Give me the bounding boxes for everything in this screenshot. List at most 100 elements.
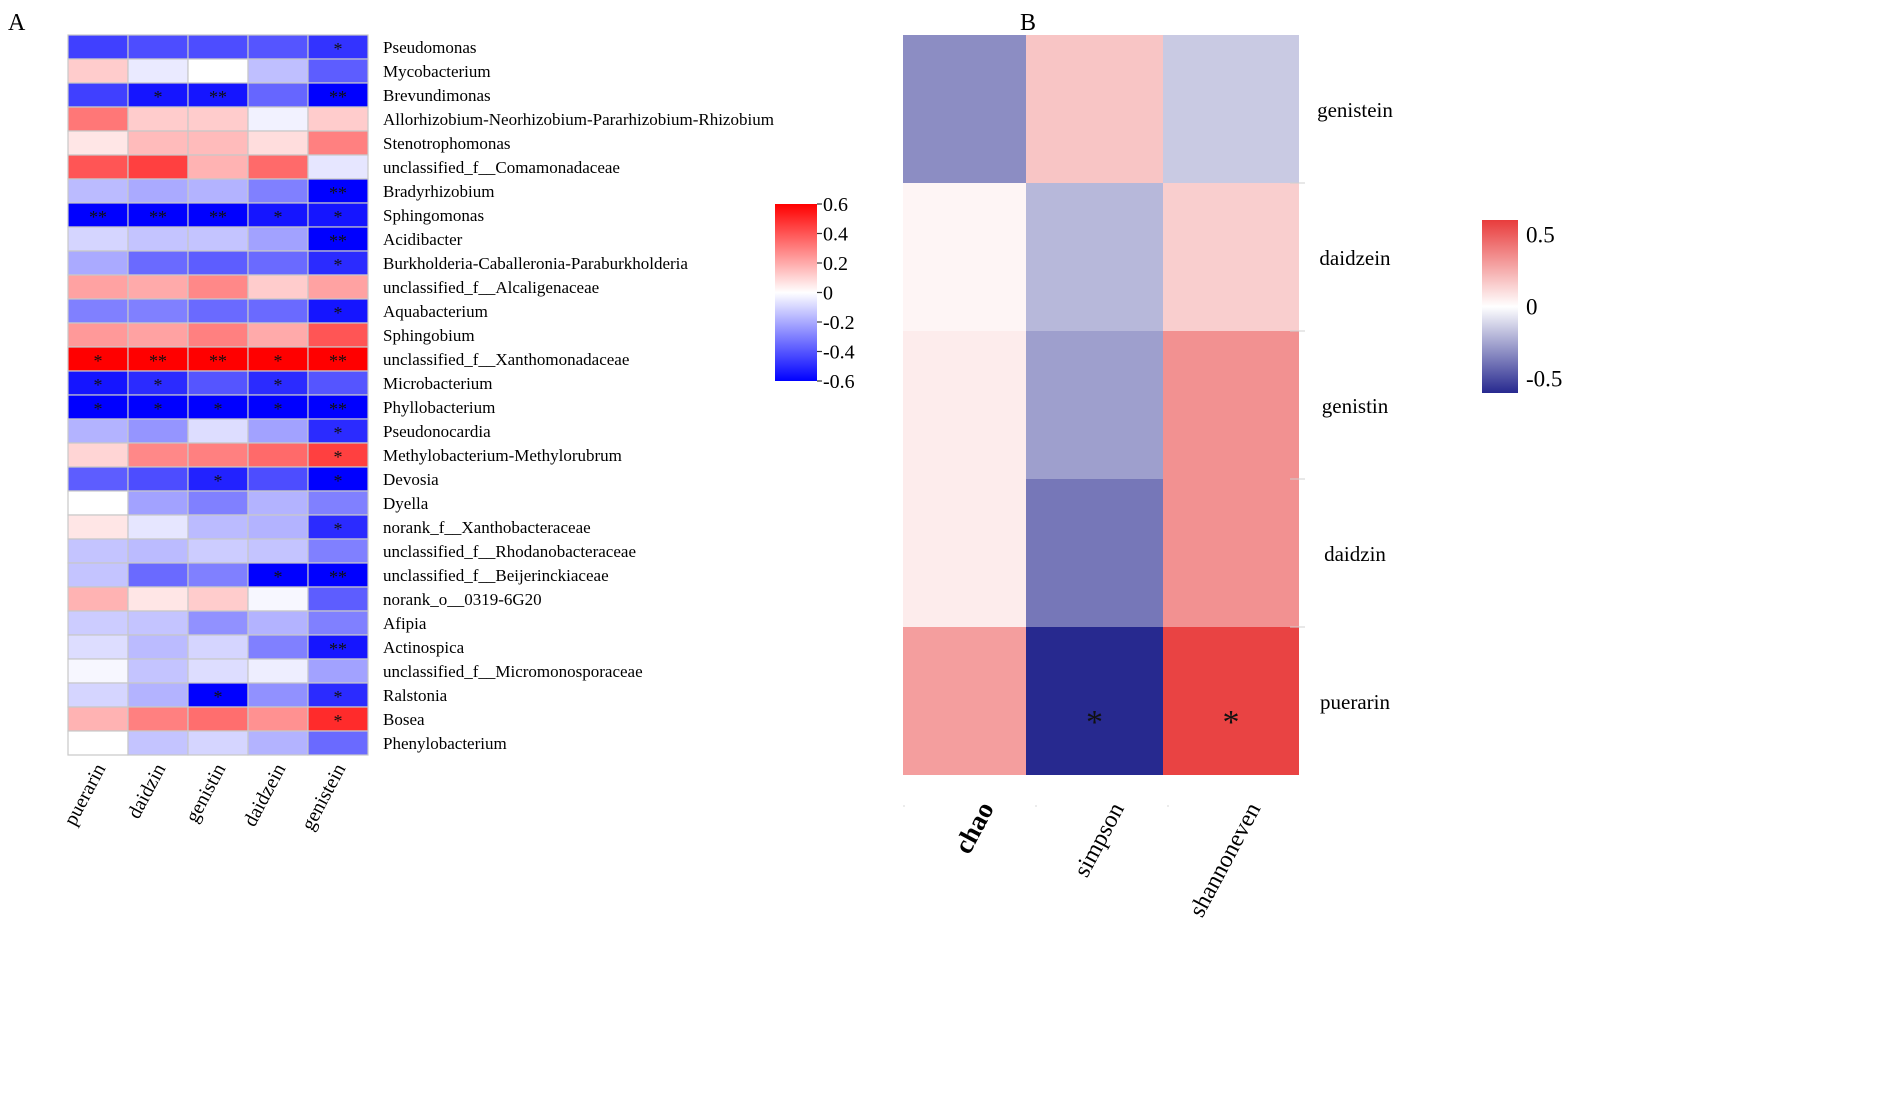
heatmap-a-cell xyxy=(67,274,129,300)
heatmap-a-cell xyxy=(307,538,369,564)
heatmap-a-cell xyxy=(247,34,309,60)
significance-marker: * xyxy=(214,399,223,419)
heatmap-a-cell xyxy=(247,274,309,300)
heatmap-a-cell xyxy=(127,610,189,636)
heatmap-a-cell xyxy=(247,658,309,684)
heatmap-a-cell xyxy=(307,586,369,612)
heatmap-a-cell xyxy=(67,82,129,108)
heatmap-a-cell xyxy=(127,250,189,276)
heatmap-a-cell xyxy=(307,610,369,636)
heatmap-a-cell xyxy=(187,610,249,636)
heatmap-a-row-label: Bosea xyxy=(383,710,425,729)
heatmap-a-cell xyxy=(127,226,189,252)
heatmap-b-cell xyxy=(1026,183,1163,331)
heatmap-a-cell xyxy=(247,514,309,540)
significance-marker: * xyxy=(334,711,343,731)
heatmap-a-cell xyxy=(127,514,189,540)
heatmap-a-column-label: daidzein xyxy=(239,760,290,830)
heatmap-a-cell xyxy=(67,226,129,252)
heatmap-b-cell xyxy=(1026,331,1163,479)
heatmap-a-cell xyxy=(67,634,129,660)
heatmap-a-cell xyxy=(187,538,249,564)
heatmap-b-row-labels: genistein daidzein genistin daidzin puerarin xyxy=(1317,98,1393,714)
heatmap-a-row-label: unclassified_f__Rhodanobacteraceae xyxy=(383,542,636,561)
heatmap-a-cell xyxy=(247,538,309,564)
heatmap-a-cell xyxy=(187,34,249,60)
heatmap-a-cell xyxy=(187,658,249,684)
heatmap-a-cell xyxy=(307,658,369,684)
heatmap-a-row-label: Phenylobacterium xyxy=(383,734,507,753)
heatmap-a-cell xyxy=(67,610,129,636)
colorbar-a-tick-label: 0.4 xyxy=(823,224,848,246)
heatmap-a-cell xyxy=(187,106,249,132)
significance-marker: * xyxy=(334,471,343,491)
heatmap-a-cell xyxy=(127,58,189,84)
heatmap-a-cell xyxy=(247,610,309,636)
heatmap-a: ** ** ****** ** ** * ****** ** ** * *** * ** * * * *****… xyxy=(67,34,369,756)
heatmap-b-cell xyxy=(903,479,1026,627)
heatmap-a-row-label: Pseudonocardia xyxy=(383,422,491,441)
significance-marker: ** xyxy=(329,351,347,371)
significance-marker: * xyxy=(94,351,103,371)
heatmap-a-cell xyxy=(307,322,369,348)
heatmap-b-row-label: genistein xyxy=(1317,98,1393,122)
heatmap-a-cell xyxy=(247,250,309,276)
significance-marker: ** xyxy=(209,207,227,227)
heatmap-a-cell xyxy=(127,538,189,564)
heatmap-a-cell xyxy=(307,82,369,108)
significance-marker: ** xyxy=(329,567,347,587)
heatmap-a-cell xyxy=(67,682,129,708)
significance-marker: * xyxy=(214,471,223,491)
heatmap-a-cell xyxy=(127,394,189,420)
heatmap-a-cell xyxy=(187,418,249,444)
heatmap-a-cell xyxy=(127,658,189,684)
heatmap-a-cell xyxy=(247,490,309,516)
heatmap-b-row-label: genistin xyxy=(1322,394,1389,418)
significance-marker: * xyxy=(154,87,163,107)
colorbar-a: 0.6 0.4 0.2 0 -0.2 -0.4 -0.6 xyxy=(775,194,855,393)
heatmap-a-cell xyxy=(67,442,129,468)
significance-marker: * xyxy=(94,375,103,395)
heatmap-a-cell xyxy=(247,370,309,396)
heatmap-a-row-label: Dyella xyxy=(383,494,429,513)
heatmap-b-cell xyxy=(903,35,1026,183)
heatmap-a-cell xyxy=(187,154,249,180)
colorbar-b-bar xyxy=(1482,220,1518,393)
heatmap-b-cell xyxy=(1026,627,1163,775)
heatmap-a-row-label: Mycobacterium xyxy=(383,62,491,81)
heatmap-a-cell xyxy=(307,418,369,444)
significance-marker: ** xyxy=(329,87,347,107)
heatmap-a-cell xyxy=(307,490,369,516)
significance-marker: * xyxy=(334,447,343,467)
heatmap-a-cell xyxy=(307,250,369,276)
significance-marker: ** xyxy=(329,231,347,251)
heatmap-a-cell xyxy=(127,154,189,180)
heatmap-a-column-label: genistein xyxy=(297,760,350,834)
heatmap-a-cell xyxy=(127,706,189,732)
colorbar-a-bar xyxy=(775,204,817,381)
heatmap-a-cell xyxy=(247,730,309,756)
heatmap-a-cell xyxy=(187,490,249,516)
heatmap-b-column-labels: chao simpson shannoneven xyxy=(948,797,1266,922)
heatmap-a-cell xyxy=(307,106,369,132)
heatmap-a-cell xyxy=(247,130,309,156)
heatmap-a-cell xyxy=(127,130,189,156)
heatmap-a-row-label: Stenotrophomonas xyxy=(383,134,511,153)
heatmap-b-row-label: daidzin xyxy=(1324,542,1386,566)
significance-marker: * xyxy=(274,207,283,227)
heatmap-a-row-label: Afipia xyxy=(383,614,427,633)
heatmap-a-cell xyxy=(187,586,249,612)
heatmap-a-row-label: Methylobacterium-Methylorubrum xyxy=(383,446,622,465)
heatmap-b-cell xyxy=(903,627,1026,775)
heatmap-a-cell xyxy=(67,250,129,276)
heatmap-a-cell xyxy=(187,730,249,756)
heatmap-a-cell xyxy=(247,226,309,252)
heatmap-a-cell xyxy=(307,466,369,492)
significance-marker: * xyxy=(274,567,283,587)
heatmap-a-row-label: Phyllobacterium xyxy=(383,398,495,417)
heatmap-a-cell xyxy=(67,538,129,564)
heatmap-a-row-label: Acidibacter xyxy=(383,230,463,249)
heatmap-a-cell xyxy=(67,58,129,84)
significance-marker: ** xyxy=(89,207,107,227)
heatmap-a-cell xyxy=(67,586,129,612)
